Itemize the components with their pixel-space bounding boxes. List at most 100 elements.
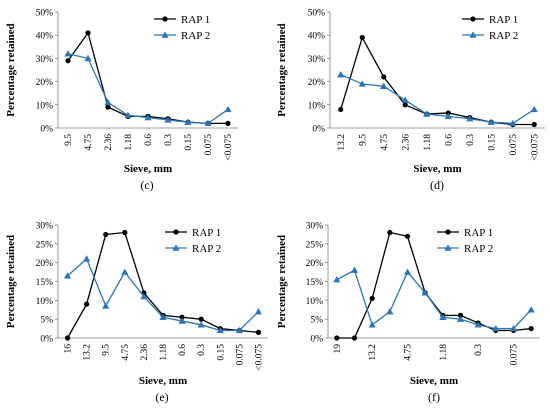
data-point xyxy=(492,324,500,332)
x-tick-label: 19 xyxy=(333,344,343,354)
panel-caption: (c) xyxy=(140,178,153,192)
data-point xyxy=(359,34,365,41)
data-point xyxy=(64,335,71,341)
data-point xyxy=(121,268,129,275)
y-tick-label: 20% xyxy=(306,259,324,269)
data-point xyxy=(144,113,152,121)
data-point xyxy=(387,229,393,236)
y-tick-label: 30% xyxy=(306,222,324,232)
y-tick-label: 30% xyxy=(36,55,54,65)
y-tick-label: 0% xyxy=(40,335,53,345)
y-tick-label: 0% xyxy=(310,335,323,345)
y-tick-label: 5% xyxy=(310,316,323,326)
legend-label: RAP 2 xyxy=(464,243,493,255)
legend-label: RAP 1 xyxy=(181,14,210,26)
x-tick-label: 0.6 xyxy=(178,344,188,356)
y-tick-label: 50% xyxy=(36,9,54,19)
x-tick-label: 0.3 xyxy=(466,134,476,146)
series-line-rap-1 xyxy=(66,231,259,339)
legend-marker xyxy=(172,244,180,251)
x-tick-label: 0.15 xyxy=(184,134,194,151)
x-axis-title: Sieve, mm xyxy=(139,375,187,387)
data-point xyxy=(84,54,92,62)
y-tick-label: 0% xyxy=(312,125,325,135)
y-tick-label: 50% xyxy=(308,9,326,19)
x-tick-label: 0.15 xyxy=(216,344,226,361)
y-axis-title: Percentage retained xyxy=(5,235,17,328)
data-point xyxy=(530,105,538,113)
y-tick-label: 25% xyxy=(36,240,54,250)
data-point xyxy=(401,96,409,103)
x-tick-label: 16 xyxy=(64,344,74,354)
legend-label: RAP 2 xyxy=(192,243,221,255)
data-point xyxy=(334,335,340,341)
y-tick-label: 5% xyxy=(40,316,53,326)
data-point xyxy=(338,106,344,113)
x-tick-label: 13.2 xyxy=(368,344,378,361)
x-tick-label: 0.075 xyxy=(235,344,245,366)
legend-marker xyxy=(470,16,476,22)
x-tick-label: 13.2 xyxy=(83,344,93,361)
x-axis-title: Sieve, mm xyxy=(124,163,172,175)
y-tick-label: 40% xyxy=(36,32,54,42)
y-tick-label: 20% xyxy=(36,259,54,269)
data-point xyxy=(105,104,111,110)
legend-marker xyxy=(161,31,169,38)
legend-label: RAP 1 xyxy=(464,227,493,239)
data-point xyxy=(402,102,408,108)
data-point xyxy=(104,98,112,106)
data-point xyxy=(487,118,495,125)
panel-caption: (f) xyxy=(428,390,440,404)
y-tick-label: 20% xyxy=(308,78,326,88)
data-point xyxy=(527,306,535,313)
x-tick-label: 13.2 xyxy=(337,134,347,151)
data-point xyxy=(184,118,192,125)
x-tick-label: 0.15 xyxy=(487,134,497,151)
data-point xyxy=(369,295,375,302)
y-tick-label: 30% xyxy=(36,222,54,232)
x-tick-label: 4.75 xyxy=(380,134,390,151)
series-line-rap-2 xyxy=(340,74,535,125)
data-point xyxy=(509,324,518,332)
y-axis-title: Percentage retained xyxy=(276,23,288,116)
x-tick-label: 0.075 xyxy=(510,344,520,366)
data-point xyxy=(358,80,366,87)
data-point xyxy=(103,231,109,238)
x-tick-label: 4.75 xyxy=(404,344,414,361)
x-tick-label: 4.75 xyxy=(121,344,131,361)
data-point xyxy=(457,312,464,318)
x-tick-label: 9.5 xyxy=(358,134,368,146)
data-point xyxy=(403,268,412,275)
x-tick-label: 9.5 xyxy=(102,344,112,356)
data-point xyxy=(386,308,394,315)
data-point xyxy=(85,30,91,36)
legend-label: RAP 1 xyxy=(489,14,518,26)
series-line-rap-1 xyxy=(340,35,535,126)
data-point xyxy=(63,272,72,279)
panel-e: 0% 5% 10% 15% 20% 25% 30% 16 13.2 9.5 4.75 2.36 1.18… xyxy=(5,222,268,404)
legend-label: RAP 2 xyxy=(489,30,518,42)
data-point xyxy=(351,335,358,341)
legend-marker xyxy=(162,16,168,22)
legend-label: RAP 1 xyxy=(192,227,221,239)
x-tick-label: <0.075 xyxy=(254,344,264,371)
x-axis-title: Sieve, mm xyxy=(413,163,461,175)
x-tick-label: 0.3 xyxy=(197,344,207,356)
data-point xyxy=(528,325,534,332)
data-point xyxy=(164,116,172,123)
x-tick-label: 1.18 xyxy=(124,134,134,151)
data-point xyxy=(178,317,186,324)
data-point xyxy=(159,313,167,320)
panel-c: 0% 10% 20% 30% 40% 50% 9.5 4.75 2.36 1.18 0.6 0.3 0.… xyxy=(5,9,238,192)
x-tick-label: 0.3 xyxy=(474,344,484,356)
panel-d: 0% 10% 20% 30% 40% 50% 13.2 9.5 4.75 2.36 1.18 0.6 0… xyxy=(276,9,545,192)
data-point xyxy=(531,121,537,128)
y-tick-label: 10% xyxy=(306,297,324,307)
x-axis-title: Sieve, mm xyxy=(410,375,458,387)
panel-caption: (d) xyxy=(430,178,444,192)
x-tick-label: 1.18 xyxy=(439,344,449,361)
y-tick-label: 20% xyxy=(36,78,54,88)
data-point xyxy=(474,321,482,328)
legend-marker xyxy=(444,244,452,251)
